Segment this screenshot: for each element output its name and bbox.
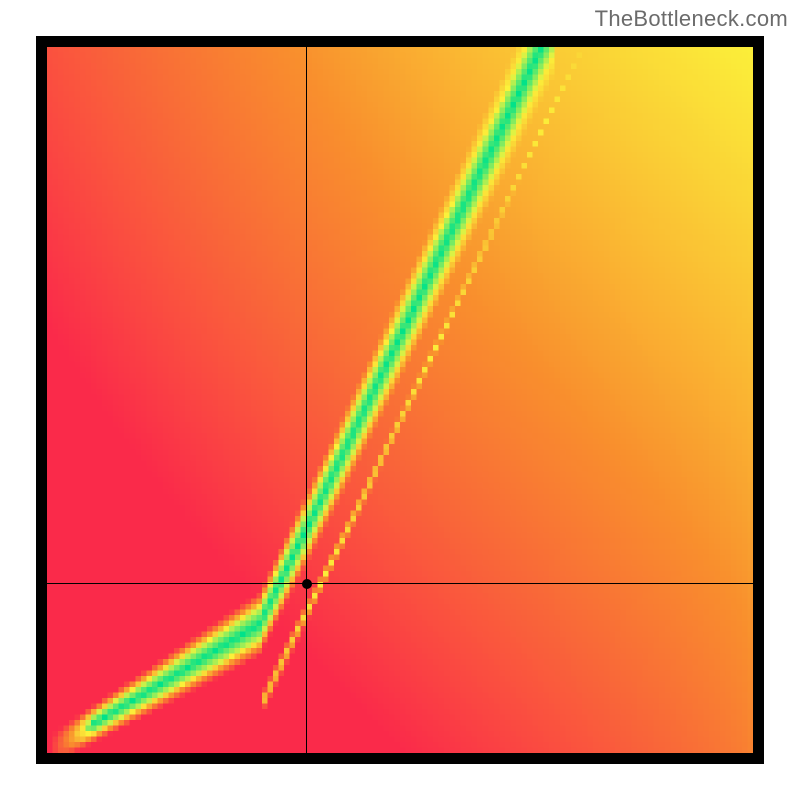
selected-point — [302, 579, 312, 589]
crosshair-vertical — [306, 47, 307, 753]
heatmap-plot — [36, 36, 764, 764]
heatmap-canvas — [47, 47, 753, 753]
crosshair-horizontal — [47, 583, 753, 584]
container: TheBottleneck.com — [0, 0, 800, 800]
watermark-text: TheBottleneck.com — [595, 6, 788, 32]
